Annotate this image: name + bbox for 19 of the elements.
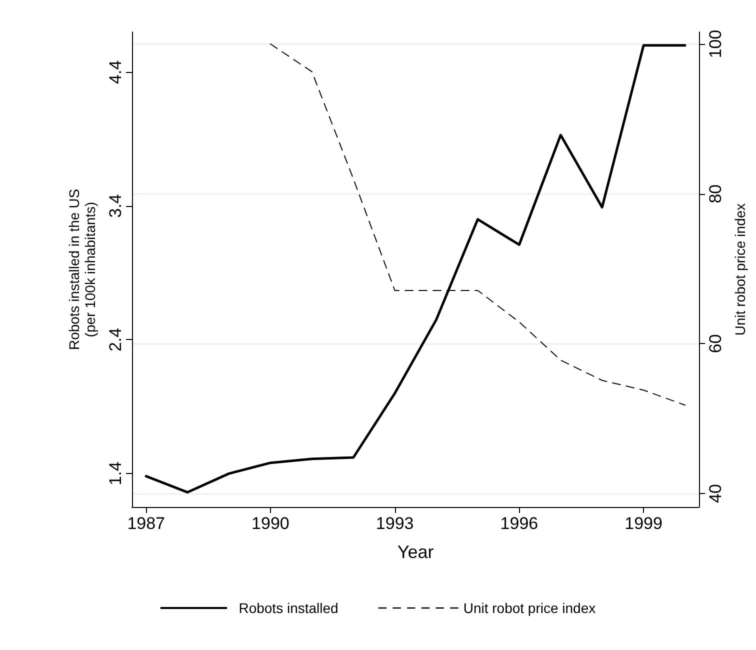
x-tick-label: 1993 [376,514,414,533]
y2-tick-label: 80 [706,184,726,204]
y2-tick-label: 100 [706,30,726,58]
y-axis-title: Robots installed in the US (per 100k inhabitants) [66,188,98,350]
legend-label: Robots installed [238,600,338,616]
x-axis-title: Year [397,542,434,562]
x-tick-label: 1990 [252,514,290,533]
legend-label: Unit robot price index [463,600,596,616]
y2-axis-title: Unit robot price index [732,203,748,336]
y2-tick-label: 40 [706,484,726,503]
x-tick-label: 1987 [127,514,166,533]
y-tick-label: 4.4 [106,60,125,84]
x-tick-label: 1999 [624,514,662,533]
y2-tick-label: 60 [706,334,726,354]
y-tick-label: 3.4 [106,194,125,218]
y-tick-label: 2.4 [106,328,125,352]
x-tick-label: 1996 [500,514,538,533]
line-series [144,44,686,494]
y-tick-label: 1.4 [106,462,125,486]
